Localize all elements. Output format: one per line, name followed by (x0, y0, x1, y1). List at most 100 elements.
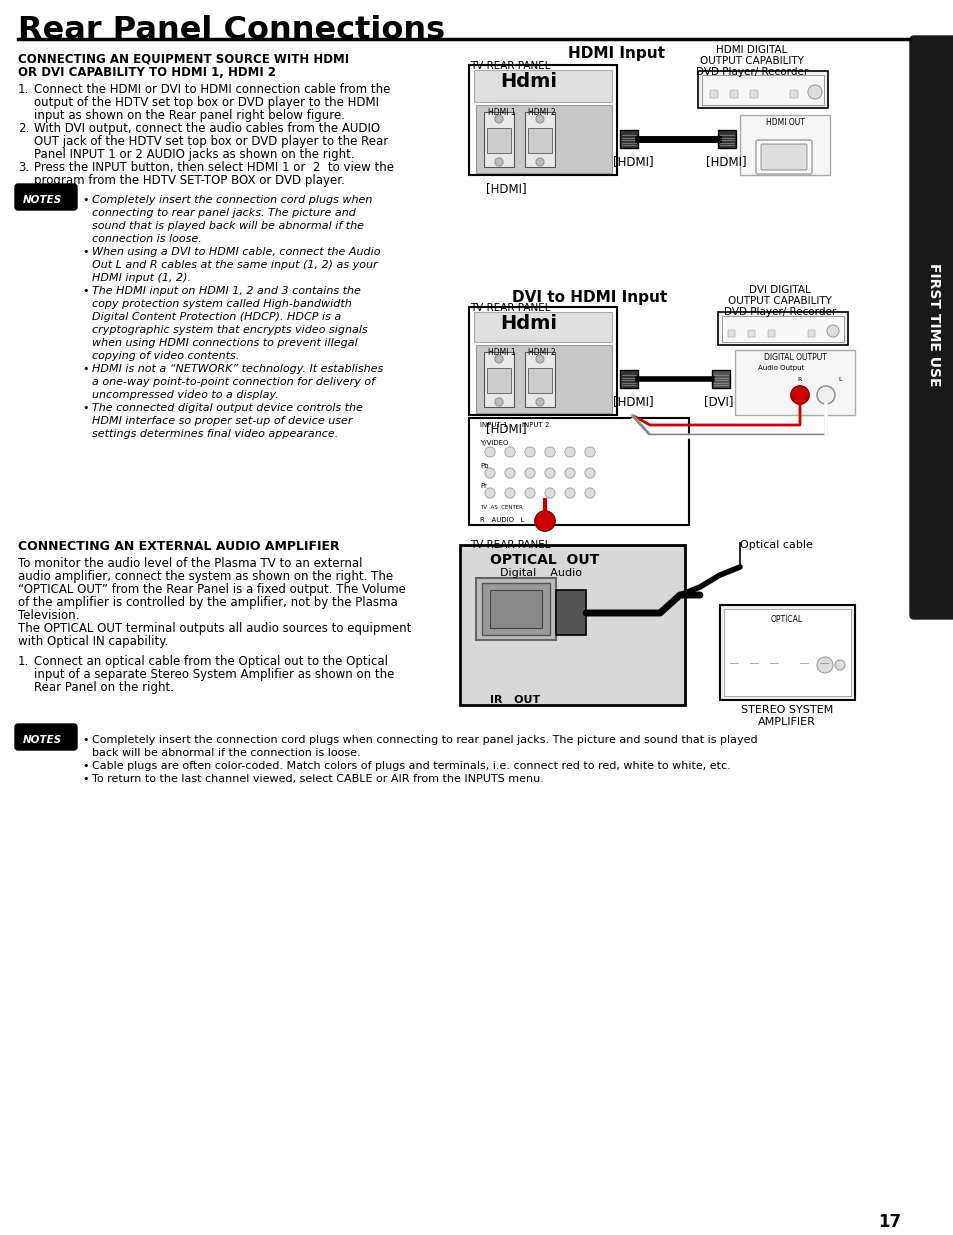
Circle shape (544, 468, 555, 478)
Bar (483, 352, 514, 408)
Text: TV  AS  CENTER: TV AS CENTER (479, 505, 522, 510)
Text: Press the INPUT button, then select HDMI 1 or  2  to view the: Press the INPUT button, then select HDMI… (34, 161, 394, 174)
Text: copy protection system called High-bandwidth: copy protection system called High-bandw… (91, 299, 352, 309)
Bar (721, 316, 843, 342)
Circle shape (584, 468, 595, 478)
Bar (469, 65, 617, 175)
Text: [DVI]: [DVI] (703, 395, 733, 408)
Text: •: • (82, 247, 89, 257)
Text: audio amplifier, connect the system as shown on the right. The: audio amplifier, connect the system as s… (18, 571, 393, 583)
Bar (807, 330, 814, 337)
Bar (474, 312, 612, 342)
Text: HDMI is not a “NETWORK” technology. It establishes: HDMI is not a “NETWORK” technology. It e… (91, 364, 383, 374)
Text: L: L (838, 377, 841, 382)
Bar (749, 90, 758, 98)
Text: NOTES: NOTES (23, 195, 62, 205)
Circle shape (807, 85, 821, 99)
Text: To return to the last channel viewed, select CABLE or AIR from the INPUTS menu.: To return to the last channel viewed, se… (91, 774, 543, 784)
Circle shape (524, 468, 535, 478)
Bar (490, 590, 541, 629)
Circle shape (816, 387, 834, 404)
Bar (469, 417, 688, 525)
Bar (913, 40, 953, 615)
Circle shape (544, 447, 555, 457)
Text: Rear Panel on the right.: Rear Panel on the right. (34, 680, 173, 694)
Text: OUT jack of the HDTV set top box or DVD player to the Rear: OUT jack of the HDTV set top box or DVD … (34, 135, 388, 148)
Bar (483, 112, 514, 167)
Text: copying of video contents.: copying of video contents. (91, 351, 239, 361)
Text: HDMI DIGITAL: HDMI DIGITAL (716, 44, 787, 56)
Text: back will be abnormal if the connection is loose.: back will be abnormal if the connection … (91, 748, 360, 758)
Text: [HDMI]: [HDMI] (705, 156, 746, 168)
Circle shape (484, 468, 495, 478)
Text: With DVI output, connect the audio cables from the AUDIO: With DVI output, connect the audio cable… (34, 122, 379, 135)
Text: OUTPUT CAPABILITY: OUTPUT CAPABILITY (727, 296, 831, 306)
FancyBboxPatch shape (755, 140, 811, 174)
Text: DVD Player/ Recorder: DVD Player/ Recorder (723, 308, 835, 317)
Text: a one-way point-to-point connection for delivery of: a one-way point-to-point connection for … (91, 377, 375, 387)
Text: •: • (82, 364, 89, 374)
Text: FIRST TIME USE: FIRST TIME USE (926, 263, 940, 387)
Bar (729, 90, 738, 98)
Circle shape (484, 488, 495, 498)
FancyBboxPatch shape (760, 144, 806, 170)
Bar (734, 350, 854, 415)
Text: TV REAR PANEL: TV REAR PANEL (470, 303, 550, 312)
Text: Completely insert the connection cord plugs when connecting to rear panel jacks.: Completely insert the connection cord pl… (91, 735, 757, 745)
Bar (767, 330, 774, 337)
Text: OUTPUT CAPABILITY: OUTPUT CAPABILITY (700, 56, 803, 65)
Text: [HDMI]: [HDMI] (485, 422, 526, 435)
Text: Pb: Pb (479, 463, 488, 469)
Circle shape (524, 447, 535, 457)
Text: The HDMI input on HDMI 1, 2 and 3 contains the: The HDMI input on HDMI 1, 2 and 3 contai… (91, 287, 360, 296)
Text: connection is loose.: connection is loose. (91, 233, 201, 245)
Circle shape (536, 158, 543, 165)
Bar (718, 130, 735, 148)
Bar (698, 70, 827, 107)
Bar (486, 368, 511, 393)
Text: TV REAR PANEL: TV REAR PANEL (470, 61, 550, 70)
Text: •: • (82, 287, 89, 296)
Text: STEREO SYSTEM
AMPLIFIER: STEREO SYSTEM AMPLIFIER (740, 705, 832, 726)
Text: 3.: 3. (18, 161, 30, 174)
Circle shape (834, 659, 844, 671)
Bar (524, 352, 555, 408)
Text: Television.: Television. (18, 609, 79, 622)
Text: INPUT 1: INPUT 1 (479, 422, 507, 429)
Text: program from the HDTV SET-TOP BOX or DVD player.: program from the HDTV SET-TOP BOX or DVD… (34, 174, 345, 186)
Text: HDMI input (1, 2).: HDMI input (1, 2). (91, 273, 191, 283)
Text: “OPTICAL OUT” from the Rear Panel is a fixed output. The Volume: “OPTICAL OUT” from the Rear Panel is a f… (18, 583, 405, 597)
Text: •: • (82, 403, 89, 412)
Text: with Optical IN capability.: with Optical IN capability. (18, 635, 168, 648)
Bar (701, 75, 823, 105)
Circle shape (536, 115, 543, 124)
Text: 1.: 1. (18, 655, 30, 668)
FancyBboxPatch shape (909, 36, 953, 619)
Circle shape (484, 447, 495, 457)
Text: .................................: ................................. (496, 98, 537, 103)
Bar (727, 330, 734, 337)
Text: settings determines final video appearance.: settings determines final video appearan… (91, 429, 338, 438)
Bar (711, 370, 729, 388)
Circle shape (826, 325, 838, 337)
Text: [HDMI]: [HDMI] (485, 182, 526, 195)
Text: R: R (797, 377, 801, 382)
FancyBboxPatch shape (15, 184, 77, 210)
Text: output of the HDTV set top box or DVD player to the HDMI: output of the HDTV set top box or DVD pl… (34, 96, 378, 109)
Circle shape (535, 511, 555, 531)
Bar (740, 115, 829, 175)
Circle shape (536, 398, 543, 406)
Text: OPTICAL: OPTICAL (770, 615, 802, 624)
Bar (556, 590, 585, 635)
Circle shape (495, 158, 502, 165)
Bar (723, 609, 850, 697)
Text: HDMI 2: HDMI 2 (527, 348, 555, 357)
FancyBboxPatch shape (15, 724, 77, 750)
Bar (747, 330, 754, 337)
Circle shape (504, 468, 515, 478)
Text: HDMI 1: HDMI 1 (488, 107, 515, 117)
Circle shape (524, 488, 535, 498)
Text: OPTICAL  OUT: OPTICAL OUT (490, 553, 598, 567)
Circle shape (564, 447, 575, 457)
Text: when using HDMI connections to prevent illegal: when using HDMI connections to prevent i… (91, 338, 357, 348)
